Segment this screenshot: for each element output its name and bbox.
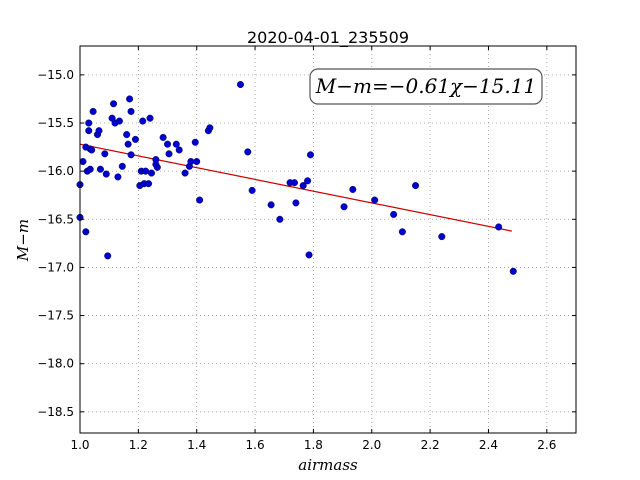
- data-point: [145, 180, 153, 188]
- x-tick-label: 2.4: [479, 438, 498, 452]
- data-point: [187, 158, 195, 166]
- plot-area: [80, 46, 576, 433]
- plot-frame: [79, 45, 577, 434]
- data-point: [85, 127, 93, 135]
- data-point: [88, 146, 96, 154]
- data-point: [126, 95, 134, 103]
- data-point: [244, 148, 252, 156]
- data-point: [438, 233, 446, 241]
- x-tick-labels: 1.0 1.2 1.4 1.6 1.8 2.0 2.2 2.4 2.6: [70, 438, 556, 452]
- annotation-text: M−m=−0.61χ−15.11: [315, 74, 536, 98]
- data-point: [175, 146, 183, 154]
- data-point: [206, 124, 214, 132]
- y-axis-label: M−m: [14, 219, 32, 262]
- y-tick-label: −15.5: [37, 116, 74, 130]
- data-point: [304, 177, 312, 185]
- y-tick-label: −16.0: [37, 164, 74, 178]
- data-point: [101, 150, 109, 158]
- x-tick-label: 1.0: [70, 438, 89, 452]
- data-point: [127, 151, 135, 159]
- data-point: [299, 182, 307, 190]
- x-tick-label: 2.2: [421, 438, 440, 452]
- y-tick-label: −17.0: [37, 260, 74, 274]
- data-point: [340, 203, 348, 211]
- data-point: [236, 81, 244, 89]
- x-tick-label: 2.0: [362, 438, 381, 452]
- data-point: [276, 215, 284, 223]
- data-point: [172, 140, 180, 148]
- y-tick-label: −16.5: [37, 212, 74, 226]
- data-point: [86, 165, 94, 173]
- data-point: [89, 107, 97, 115]
- chart-title: 2020-04-01_235509: [247, 28, 409, 48]
- data-point: [96, 165, 104, 173]
- data-point: [147, 169, 155, 177]
- data-point: [110, 100, 118, 108]
- data-point: [290, 179, 298, 187]
- data-point: [142, 167, 150, 175]
- x-axis-label: airmass: [298, 456, 358, 474]
- data-point: [131, 135, 139, 143]
- data-point: [127, 107, 135, 115]
- data-point: [159, 133, 167, 141]
- data-point: [114, 173, 122, 181]
- data-point: [124, 140, 132, 148]
- fit-line: [79, 143, 512, 232]
- data-point: [123, 131, 131, 139]
- data-point: [79, 158, 87, 166]
- data-point: [104, 252, 112, 260]
- scatter-points: [76, 81, 517, 275]
- data-point: [165, 150, 173, 158]
- data-point: [115, 117, 123, 125]
- data-point: [102, 170, 110, 178]
- data-point: [191, 138, 199, 146]
- data-point: [248, 186, 256, 194]
- data-point: [153, 163, 161, 171]
- data-point: [118, 162, 126, 170]
- data-point: [181, 169, 189, 177]
- data-point: [193, 158, 201, 166]
- fit-annotation: M−m=−0.61χ−15.11: [309, 68, 543, 105]
- annotation-box: [309, 68, 543, 105]
- data-point: [412, 182, 420, 190]
- y-tick-label: −18.5: [37, 405, 74, 419]
- axis-ticks: [79, 46, 576, 433]
- x-tick-label: 1.4: [187, 438, 206, 452]
- x-tick-label: 2.6: [537, 438, 556, 452]
- data-point: [371, 196, 379, 204]
- data-point: [82, 228, 90, 236]
- data-point: [509, 267, 517, 275]
- data-point: [495, 223, 503, 231]
- data-point: [292, 199, 300, 207]
- x-tick-label: 1.8: [304, 438, 323, 452]
- data-point: [139, 117, 147, 125]
- data-point: [267, 201, 275, 209]
- data-point: [95, 127, 103, 135]
- data-point: [164, 140, 172, 148]
- x-tick-label: 1.2: [129, 438, 148, 452]
- data-point: [85, 119, 93, 127]
- y-tick-label: −15.0: [37, 68, 74, 82]
- data-point: [305, 251, 313, 259]
- data-point: [349, 185, 357, 193]
- data-point: [196, 196, 204, 204]
- y-tick-label: −17.5: [37, 309, 74, 323]
- y-tick-label: −18.0: [37, 357, 74, 371]
- data-point: [146, 114, 154, 122]
- x-tick-label: 1.6: [246, 438, 265, 452]
- y-tick-labels: −15.0 −15.5 −16.0 −16.5 −17.0 −17.5 −18.0 −18.5: [37, 68, 74, 419]
- data-point: [390, 210, 398, 218]
- data-point: [306, 151, 314, 159]
- data-point: [398, 228, 406, 236]
- fit-line-group: [79, 143, 512, 232]
